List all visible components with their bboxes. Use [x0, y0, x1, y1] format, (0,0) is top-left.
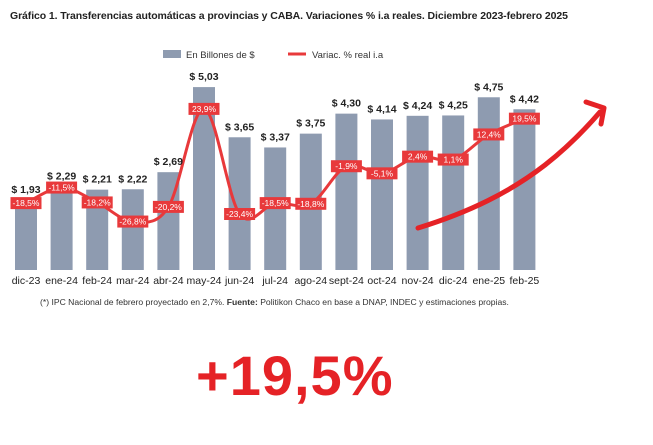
line-point-badge: [81, 196, 113, 209]
x-tick-label: jul-24: [261, 275, 288, 287]
bar-value-label: $ 2,21: [83, 174, 112, 186]
footnote-source-label: Fuente:: [226, 297, 258, 307]
line-point-badge: [224, 208, 256, 220]
footnote-prefix: (*) IPC Nacional de febrero proyectado e…: [40, 297, 227, 307]
bar-mar-24: [121, 189, 144, 270]
bar-ene-24: [50, 186, 73, 270]
bar-value-label: $ 4,24: [403, 100, 432, 112]
line-point-badge: [402, 150, 434, 163]
legend: En Billones de $ Variac. % real i.a: [163, 50, 384, 61]
x-tick-label: abr-24: [153, 275, 184, 287]
line-point-badge: [188, 102, 220, 115]
bar-value-label: $ 3,37: [261, 131, 290, 143]
x-tick-label: ene-25: [472, 275, 505, 287]
bar-oct-24: [371, 119, 393, 270]
bar-value-label: $ 3,75: [296, 118, 325, 130]
bar-may-24: [193, 87, 215, 270]
legend-line-label: Variac. % real i.a: [312, 50, 384, 61]
bar-dic-23: [15, 199, 37, 270]
line-point-badge: [295, 197, 327, 210]
bar-value-label: $ 4,30: [332, 98, 361, 110]
bar-sept-24: [335, 113, 358, 271]
line-point-label: 19,5%: [512, 114, 537, 124]
x-tick-label: jun-24: [224, 275, 254, 287]
line-point-label: -5,1%: [371, 168, 394, 178]
x-tick-label: ago-24: [294, 275, 327, 287]
bar-value-label: $ 3,65: [225, 121, 254, 133]
line-point-label: -20,2%: [155, 202, 182, 212]
bar-value-label: $ 2,22: [118, 173, 147, 185]
line-point-badge: [259, 197, 291, 210]
x-tick-label: sept-24: [329, 275, 364, 287]
legend-bar-swatch: [163, 50, 181, 58]
bar-ene-25: [477, 97, 500, 270]
line-point-label: 23,9%: [192, 104, 217, 114]
line-point-badge: [10, 197, 42, 210]
bar-value-label: $ 2,29: [47, 171, 76, 183]
footnote-source-text: Politikon Chaco en base a DNAP, INDEC y …: [257, 297, 509, 307]
bar-feb-25: [513, 109, 536, 270]
line-point-label: -18,8%: [297, 199, 324, 209]
bar-feb-24: [86, 189, 109, 270]
legend-bar-label: En Billones de $: [186, 50, 255, 61]
x-tick-label: oct-24: [367, 275, 396, 287]
line-point-label: -1,9%: [335, 161, 358, 171]
line-point-label: 2,4%: [408, 152, 428, 162]
bar-dic-24: [442, 115, 465, 270]
line-point-badge: [330, 160, 362, 173]
line-point-label: -26,8%: [119, 217, 146, 227]
x-tick-label: feb-25: [510, 275, 540, 287]
line-point-badge: [508, 112, 540, 125]
line-point-label: 1,1%: [444, 155, 464, 165]
bar-value-label: $ 4,25: [439, 99, 468, 111]
footnote: (*) IPC Nacional de febrero proyectado e…: [40, 297, 509, 307]
x-tick-label: nov-24: [402, 275, 434, 287]
bar-value-label: $ 5,03: [189, 71, 218, 83]
x-tick-label: may-24: [186, 275, 221, 287]
x-tick-label: ene-24: [45, 275, 78, 287]
x-tick-label: feb-24: [82, 275, 112, 287]
x-tick-label: mar-24: [116, 275, 149, 287]
bar-value-label: $ 4,75: [474, 81, 503, 93]
line-point-badge: [473, 128, 505, 141]
line-point-label: -18,5%: [13, 198, 40, 208]
arrow-icon: [415, 99, 607, 231]
highlight-value: +19,5%: [196, 344, 394, 407]
line-point-badge: [366, 167, 398, 180]
bar-value-label: $ 1,93: [11, 184, 40, 196]
bar-value-label: $ 4,42: [510, 93, 539, 105]
chart-title: Gráfico 1. Transferencias automáticas a …: [10, 10, 568, 22]
line-point-label: 12,4%: [477, 129, 502, 139]
x-tick-label: dic-24: [439, 275, 468, 287]
line-point-badge: [437, 153, 469, 166]
line-point-label: -18,5%: [262, 198, 289, 208]
line-point-label: -11,5%: [48, 183, 75, 193]
x-tick-label: dic-23: [12, 275, 41, 287]
line-point-badge: [46, 181, 78, 194]
bar-jun-24: [228, 137, 251, 270]
line-point-badge: [117, 215, 149, 228]
bar-value-label: $ 2,69: [154, 156, 183, 168]
line-point-label: -23,4%: [226, 209, 253, 219]
line-point-badge: [152, 200, 184, 213]
line-point-label: -18,2%: [84, 197, 111, 207]
bar-nov-24: [406, 115, 429, 271]
bar-value-label: $ 4,14: [367, 103, 396, 115]
